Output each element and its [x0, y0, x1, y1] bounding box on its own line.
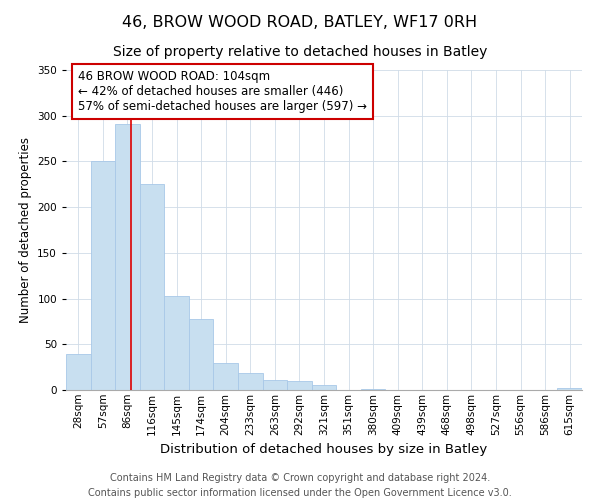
- Bar: [214, 362, 238, 390]
- Bar: [557, 388, 582, 390]
- Text: 46, BROW WOOD ROAD, BATLEY, WF17 0RH: 46, BROW WOOD ROAD, BATLEY, WF17 0RH: [122, 15, 478, 30]
- Y-axis label: Number of detached properties: Number of detached properties: [19, 137, 32, 323]
- Bar: [263, 380, 287, 390]
- Bar: [361, 389, 385, 390]
- Bar: [66, 354, 91, 390]
- Text: 46 BROW WOOD ROAD: 104sqm
← 42% of detached houses are smaller (446)
57% of semi: 46 BROW WOOD ROAD: 104sqm ← 42% of detac…: [78, 70, 367, 113]
- X-axis label: Distribution of detached houses by size in Batley: Distribution of detached houses by size …: [160, 443, 488, 456]
- Bar: [287, 381, 312, 390]
- Bar: [140, 184, 164, 390]
- Bar: [312, 386, 336, 390]
- Bar: [238, 372, 263, 390]
- Bar: [189, 318, 214, 390]
- Bar: [164, 296, 189, 390]
- Text: Size of property relative to detached houses in Batley: Size of property relative to detached ho…: [113, 45, 487, 59]
- Bar: [91, 162, 115, 390]
- Text: Contains HM Land Registry data © Crown copyright and database right 2024.
Contai: Contains HM Land Registry data © Crown c…: [88, 472, 512, 498]
- Bar: [115, 124, 140, 390]
